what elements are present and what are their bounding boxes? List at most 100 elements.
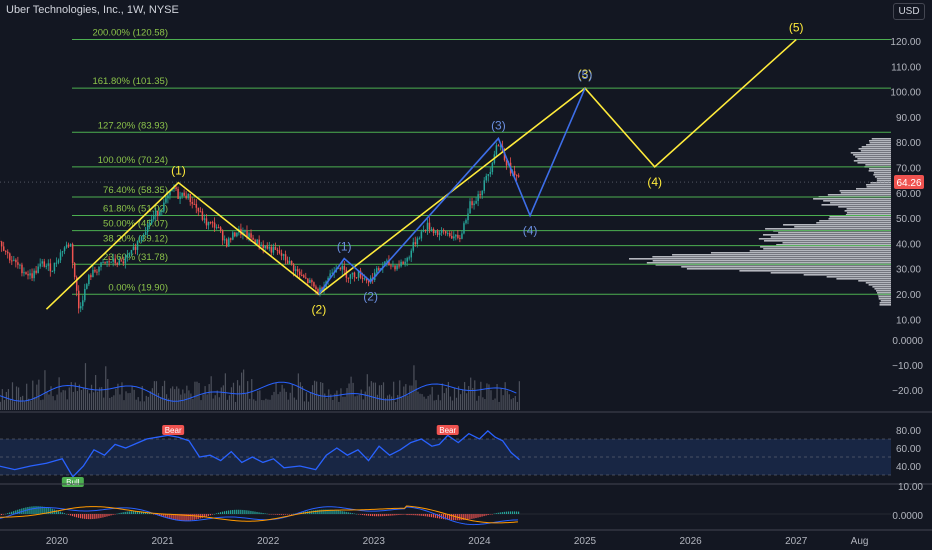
- candle-body: [400, 261, 402, 267]
- secondary-wave-label: (4): [523, 224, 538, 238]
- macd-histogram-bar: [426, 514, 428, 517]
- macd-histogram-bar: [57, 510, 59, 514]
- macd-histogram-bar: [252, 511, 254, 514]
- volume-bar: [275, 382, 277, 410]
- volume-bar: [449, 396, 452, 410]
- volume-profile-bin: [828, 218, 891, 220]
- candle-body: [301, 274, 303, 276]
- macd-histogram-bar: [290, 514, 293, 515]
- macd-histogram-bar: [325, 509, 327, 514]
- volume-bar: [251, 379, 253, 410]
- volume-bar: [330, 394, 332, 410]
- rsi-signal-tag: [162, 425, 185, 435]
- candle-body: [276, 249, 279, 251]
- candle-body: [278, 250, 281, 254]
- macd-histogram-bar: [453, 514, 455, 521]
- macd-histogram-bar: [203, 514, 205, 518]
- macd-histogram-bar: [501, 512, 503, 514]
- volume-bar: [496, 384, 498, 410]
- candle-body: [104, 262, 106, 264]
- volume-bar: [56, 394, 58, 410]
- secondary-wave-path: [318, 87, 586, 295]
- volume-bar: [441, 383, 443, 410]
- secondary-wave-label: (5): [578, 68, 593, 82]
- volume-bar: [305, 392, 308, 410]
- candle-body: [343, 266, 346, 270]
- macd-histogram-bar: [268, 514, 270, 515]
- candle-body: [153, 216, 155, 220]
- volume-profile-bin: [823, 200, 891, 202]
- candle-body: [140, 236, 143, 241]
- macd-histogram-bar: [489, 514, 491, 515]
- candle-body: [130, 250, 133, 254]
- candle-body: [29, 273, 31, 276]
- macd-histogram-bar: [477, 514, 479, 518]
- volume-bar: [109, 397, 111, 410]
- macd-histogram-bar: [0, 514, 3, 516]
- macd-histogram-bar: [185, 514, 187, 521]
- volume-profile-bin: [866, 184, 891, 186]
- volume-bar: [510, 399, 512, 410]
- rsi-line: [0, 430, 520, 478]
- volume-bar: [32, 380, 34, 410]
- volume-bar: [492, 399, 494, 410]
- volume-bar: [255, 400, 257, 410]
- volume-bar: [287, 399, 289, 410]
- candle-body: [404, 261, 406, 264]
- volume-bar: [3, 400, 5, 410]
- volume-bar: [518, 381, 520, 410]
- candle-body: [165, 198, 167, 203]
- candle-body: [309, 280, 311, 283]
- macd-histogram-bar: [193, 514, 195, 520]
- macd-histogram-bar: [467, 514, 469, 520]
- candle-body: [82, 300, 84, 307]
- volume-bar: [11, 382, 14, 410]
- volume-bar: [508, 394, 510, 410]
- volume-bar: [399, 380, 401, 410]
- candle-body: [232, 232, 234, 240]
- primary-wave-label: (5): [789, 21, 804, 35]
- candle-body: [453, 236, 455, 239]
- volume-bar: [172, 386, 174, 410]
- volume-bar: [445, 388, 447, 410]
- volume-bar: [340, 388, 342, 410]
- candle-body: [451, 235, 453, 239]
- candle-body: [485, 175, 488, 181]
- volume-bar: [103, 397, 105, 410]
- volume-bar: [506, 390, 508, 410]
- current-price-tag: [894, 175, 924, 190]
- macd-histogram-bar: [67, 514, 70, 515]
- macd-histogram-bar: [183, 514, 185, 521]
- candle-body: [43, 261, 46, 267]
- candle-body: [2, 246, 5, 251]
- candle-body: [481, 190, 483, 196]
- volume-profile-bin: [803, 274, 891, 276]
- candle-body: [394, 265, 396, 270]
- macd-histogram-bar: [150, 513, 153, 515]
- candle-body: [264, 245, 267, 249]
- candle-body: [497, 145, 500, 147]
- currency-button[interactable]: USD: [893, 3, 925, 20]
- volume-profile-bin: [873, 172, 891, 174]
- macd-histogram-bar: [371, 514, 374, 517]
- rsi-signal-tag: [436, 425, 459, 435]
- macd-histogram-bar: [144, 512, 147, 514]
- volume-bar: [403, 386, 405, 410]
- candle-body: [455, 234, 457, 237]
- volume-bar: [259, 390, 261, 410]
- volume-bar: [200, 400, 202, 410]
- macd-histogram-bar: [136, 511, 138, 514]
- candle-body: [61, 251, 64, 253]
- macd-histogram-bar: [286, 514, 289, 515]
- macd-axis-tick: 10.00: [898, 482, 923, 493]
- candle-body: [365, 278, 368, 281]
- price-axis-tick: 20.00: [896, 290, 921, 301]
- volume-bar: [240, 372, 243, 410]
- macd-histogram-bar: [122, 512, 124, 514]
- candle-body: [25, 272, 27, 275]
- candle-body: [503, 151, 506, 161]
- price-axis-tick: 80.00: [896, 138, 921, 149]
- volume-profile-bin: [858, 148, 891, 150]
- volume-profile-bin: [868, 284, 891, 286]
